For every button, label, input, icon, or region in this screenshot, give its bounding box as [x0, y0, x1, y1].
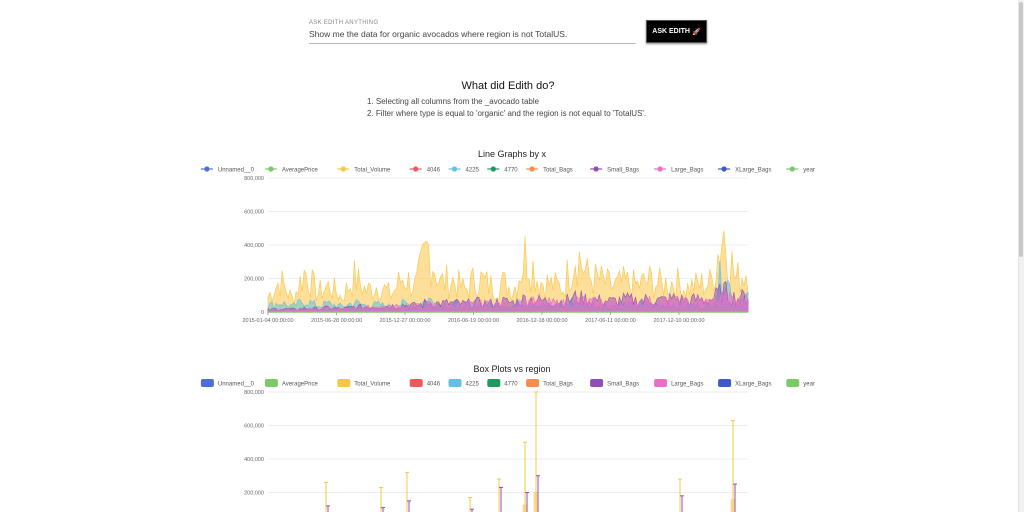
legend-label[interactable]: Total_Volume	[354, 168, 391, 174]
legend-marker[interactable]	[529, 166, 535, 172]
series-total_volume	[267, 230, 749, 313]
legend-label[interactable]: XLarge_Bags	[735, 382, 771, 388]
ask-button-label: ASK EDITH	[652, 28, 690, 35]
legend-label[interactable]: 4225	[466, 168, 480, 174]
legend-swatch[interactable]	[409, 379, 423, 387]
x-tick-label: 2017-12-10 00:00:00	[653, 318, 704, 324]
x-tick-label: 2015-01-04 00:00:00	[242, 318, 293, 324]
legend-label[interactable]: 4046	[427, 382, 441, 388]
legend-label[interactable]: Unnamed__0	[218, 168, 255, 174]
chart-title: Box Plots vs region	[473, 364, 550, 374]
legend-label[interactable]: Small_Bags	[607, 382, 639, 388]
ask-label: ASK EDITH ANYTHING	[309, 20, 379, 26]
legend-swatch[interactable]	[590, 379, 604, 387]
x-tick-label: 2015-12-27 00:00:00	[379, 318, 430, 324]
step: 2. Filter where type is equal to 'organi…	[367, 109, 647, 118]
explanation-title: What did Edith do?	[461, 80, 555, 92]
chart-title: Line Graphs by x	[478, 149, 547, 159]
legend-swatch[interactable]	[786, 379, 800, 387]
legend-label[interactable]: Total_Volume	[354, 382, 391, 388]
legend-label[interactable]: Large_Bags	[671, 382, 703, 388]
legend-marker[interactable]	[789, 166, 795, 172]
legend-label[interactable]: Small_Bags	[607, 168, 639, 174]
y-tick-label: 0	[261, 310, 264, 316]
legend-swatch[interactable]	[718, 379, 732, 387]
legend-label[interactable]: 4770	[504, 168, 518, 174]
legend-swatch[interactable]	[448, 379, 462, 387]
x-tick-label: 2015-06-28 00:00:00	[311, 318, 362, 324]
legend-swatch[interactable]	[654, 379, 668, 387]
legend-marker[interactable]	[490, 166, 496, 172]
legend-label[interactable]: 4046	[427, 168, 441, 174]
explanation-steps: 1. Selecting all columns from the _avoca…	[367, 96, 646, 120]
legend-marker[interactable]	[204, 166, 210, 172]
legend-swatch[interactable]	[264, 379, 278, 387]
legend-label[interactable]: Unnamed__0	[218, 382, 255, 388]
series-large_bags	[267, 290, 749, 313]
legend-label[interactable]: Total_Bags	[543, 382, 573, 388]
y-tick-label: 600,000	[244, 424, 264, 430]
box	[730, 499, 736, 512]
legend-label[interactable]: AveragePrice	[282, 382, 319, 388]
legend-marker[interactable]	[268, 166, 274, 172]
legend-swatch[interactable]	[337, 379, 351, 387]
scrollbar[interactable]	[1018, 0, 1024, 512]
legend-marker[interactable]	[340, 166, 346, 172]
legend-label[interactable]: AveragePrice	[282, 168, 319, 174]
ask-input[interactable]	[309, 26, 636, 44]
legend-label[interactable]: 4225	[466, 382, 480, 388]
x-tick-label: 2016-12-18 00:00:00	[516, 318, 567, 324]
y-tick-label: 600,000	[244, 210, 264, 216]
y-tick-label: 200,000	[244, 277, 264, 283]
ask-edith-form: ASK EDITH ANYTHING	[309, 20, 636, 44]
y-tick-label: 400,000	[244, 243, 264, 249]
legend-swatch[interactable]	[487, 379, 501, 387]
step: 1. Selecting all columns from the _avoca…	[367, 97, 540, 106]
legend-marker[interactable]	[593, 166, 599, 172]
legend-marker[interactable]	[721, 166, 727, 172]
box	[533, 492, 539, 512]
legend-swatch[interactable]	[200, 379, 214, 387]
legend-label[interactable]: Total_Bags	[543, 168, 573, 174]
x-tick-label: 2017-06-11 00:00:00	[585, 318, 636, 324]
y-tick-label: 400,000	[244, 457, 264, 463]
scrollbar-thumb[interactable]	[1019, 2, 1023, 257]
legend-marker[interactable]	[451, 166, 458, 172]
legend-label[interactable]: year	[803, 168, 815, 174]
legend-label[interactable]: year	[803, 382, 815, 388]
y-tick-label: 800,000	[244, 390, 264, 396]
legend-marker[interactable]	[657, 166, 663, 172]
legend-label[interactable]: 4770	[504, 382, 518, 388]
x-tick-label: 2016-06-19 00:00:00	[448, 318, 499, 324]
legend-label[interactable]: XLarge_Bags	[735, 168, 771, 174]
y-tick-label: 200,000	[244, 491, 264, 497]
legend-swatch[interactable]	[526, 379, 540, 387]
legend-marker[interactable]	[413, 166, 419, 172]
y-tick-label: 800,000	[244, 176, 264, 182]
box	[522, 504, 528, 512]
legend-label[interactable]: Large_Bags	[671, 168, 703, 174]
ask-edith-button[interactable]: ASK EDITH 🚀	[646, 20, 707, 43]
rocket-icon: 🚀	[692, 28, 701, 36]
